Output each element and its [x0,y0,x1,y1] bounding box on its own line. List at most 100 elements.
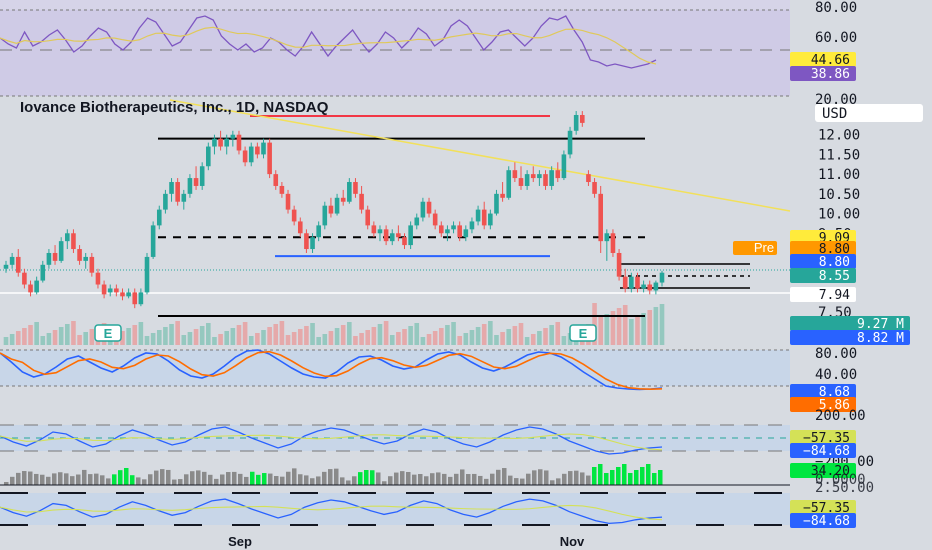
rsi-value: 38.86 [811,67,850,82]
price-tick-label: 12.00 [818,128,860,144]
histogram-bar [580,472,585,485]
volume-bar [543,328,548,345]
volume-bar [279,321,285,345]
cci2-ma-line [0,504,663,521]
histogram-bar [292,468,297,485]
volume-bar [15,331,21,345]
histogram-bar [556,478,561,485]
candle-body [126,292,131,297]
hist-tick-label: 0.0000 [815,472,866,488]
candle-body [273,174,279,186]
histogram-bar [64,473,69,485]
volume-bar [297,329,303,345]
rsi-line [0,15,657,69]
candle-body [193,178,199,186]
histogram-bar [448,476,453,485]
histogram-bar [184,474,189,485]
histogram-bar [304,475,309,485]
x-tick-label: Sep [228,534,252,549]
volume-bar [629,319,634,345]
candle-body [218,138,223,147]
candle-body [463,229,469,238]
histogram-bar [4,482,9,485]
candle-body [659,272,665,283]
candle-body [261,142,266,155]
histogram-bar [256,474,261,485]
candle-body [537,174,542,179]
volume-bar [488,321,493,345]
cci2-line [0,498,663,525]
candle-body [40,264,46,281]
volume-bar [144,336,150,345]
volume-bar [218,334,223,345]
volume-bar [175,321,180,345]
close-price-label: 7.94 [819,288,850,303]
volume-bar [641,313,646,345]
candle-body [71,233,76,250]
volume-bar [389,335,395,345]
histogram-bar [484,478,489,485]
volume-bar [22,328,27,345]
histogram-bar [538,469,543,485]
candle-body [328,205,334,214]
volume-bar [561,336,567,345]
stoch-band [0,350,790,386]
volume-bar [34,322,39,345]
rsi-value-bg [790,66,856,81]
candle-body [365,209,371,226]
histogram-bar [430,473,435,485]
candle-body [592,182,597,194]
volume-label-green-bg [790,316,910,331]
volume-bar [304,326,309,345]
volume-bar [365,330,371,345]
histogram-bar [622,464,627,485]
histogram-bar [424,476,429,485]
stoch-d-line [0,350,663,390]
histogram-bar [250,471,255,485]
volume-bar [28,325,33,345]
histogram-bar [130,475,135,485]
candle-body [279,185,285,194]
histogram-bar [658,470,663,485]
histogram-bar [544,470,549,485]
histogram-bar [514,478,519,485]
volume-bar [402,329,407,345]
candle-body [432,213,438,226]
histogram-bar [244,476,249,485]
histogram-bar [106,478,111,485]
histogram-bar [214,478,219,485]
currency-box [815,104,923,122]
histogram-bar [58,472,63,485]
histogram-bar [388,476,393,485]
candle-body [549,170,554,186]
volume-bar [469,330,475,345]
volume-bar [414,323,420,345]
histogram-bar [298,474,303,485]
candle-body [500,193,505,198]
histogram-bar [334,468,339,485]
hist-value: 34.20 [811,464,850,479]
cci2-band [0,493,790,525]
histogram-bar [160,469,165,485]
price-tick-label: 11.00 [818,167,860,183]
close-price-label-bg [790,287,856,302]
volume-bar [530,334,536,345]
volume-bar [169,324,174,345]
histogram-bar [640,467,645,485]
candle-body [647,284,653,291]
cci-ma-line [0,433,663,451]
candle-body [304,233,309,250]
volume-bar [40,336,46,345]
volume-bar [58,327,64,345]
volume-bar [549,325,554,345]
candle-body [89,256,95,273]
candle-body [181,193,187,202]
candle-body [396,233,401,238]
volume-bar [463,333,469,345]
candle-body [530,174,536,179]
rsi-ma-value-bg [790,52,856,67]
histogram-bar [178,479,183,485]
candle-body [561,154,567,179]
histogram-bar [142,479,147,485]
